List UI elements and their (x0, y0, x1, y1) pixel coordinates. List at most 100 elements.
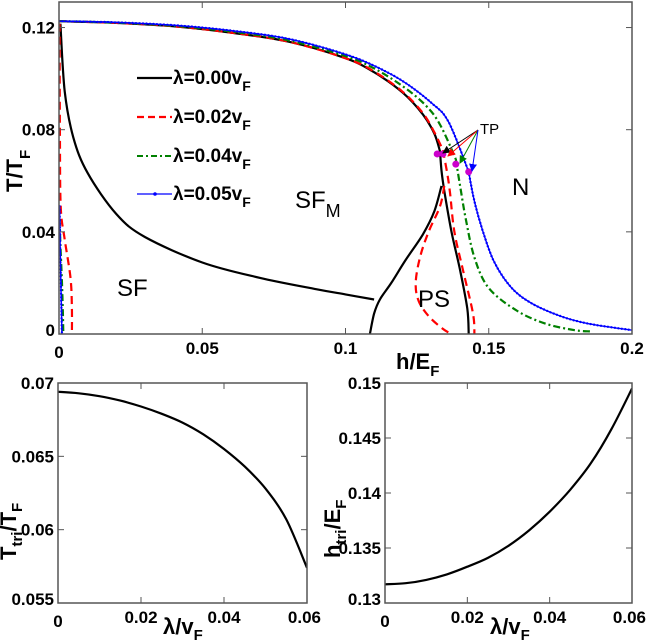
series-marker (59, 257, 62, 260)
series-marker (294, 39, 298, 42)
series-marker (194, 25, 197, 29)
series-marker (452, 131, 455, 135)
tp-annotation: TP (442, 121, 499, 172)
series-marker (396, 76, 399, 80)
series-marker (484, 238, 487, 241)
series-marker (442, 113, 446, 116)
series-marker (610, 326, 613, 329)
series-marker (399, 78, 402, 81)
series-marker (455, 138, 458, 141)
series-marker (60, 327, 63, 330)
series-marker (152, 22, 155, 26)
series-marker (222, 28, 225, 31)
series-marker (60, 310, 63, 313)
series-marker (85, 20, 89, 23)
series-marker (82, 20, 85, 23)
series-marker (190, 25, 194, 28)
series-marker (377, 66, 380, 70)
series-marker (148, 22, 152, 25)
legend: λ=0.00vF λ=0.02vF λ=0.04vF λ=0.05vF (137, 68, 251, 210)
x-axis-label: h/EF (396, 349, 439, 380)
series-marker (483, 235, 486, 238)
legend-entry-1: λ=0.02vF (137, 107, 251, 133)
series-marker (328, 48, 331, 51)
y-tick-label: 0.12 (22, 19, 55, 38)
series-marker (145, 22, 148, 25)
series-marker (542, 308, 546, 311)
series-marker (472, 194, 475, 198)
series-marker (449, 125, 453, 128)
series-marker (510, 287, 514, 290)
x-tick-label: 0.06 (613, 608, 646, 627)
series-marker (71, 20, 75, 23)
series-marker (479, 221, 482, 225)
series-marker (117, 21, 120, 24)
series-marker (304, 41, 308, 45)
series-marker (274, 35, 277, 38)
series-marker (260, 33, 263, 36)
series-marker (435, 105, 438, 109)
series-marker (496, 267, 499, 270)
series-marker (59, 282, 63, 285)
series-marker (596, 324, 599, 327)
series-marker (536, 305, 539, 308)
x-tick-label: 0.02 (451, 608, 484, 627)
series-marker (249, 31, 253, 35)
tp-label: TP (480, 121, 499, 138)
y-tick-label: 0.07 (21, 374, 54, 393)
series-marker (486, 245, 489, 248)
series-marker (444, 116, 448, 119)
series-marker (60, 303, 63, 306)
series-marker (361, 59, 364, 62)
series-marker (166, 23, 169, 26)
series-marker (281, 36, 284, 39)
y-tick-labels: 0.13 0.135 0.14 0.145 0.15 (338, 374, 381, 609)
series-line-12 (468, 171, 632, 331)
series-marker (448, 122, 451, 125)
series-marker (437, 108, 441, 111)
series-marker (472, 198, 476, 201)
series-marker (173, 24, 176, 27)
series-marker (124, 21, 127, 24)
y-tick-label: 0.145 (338, 429, 381, 448)
series-marker (103, 20, 106, 24)
x-tick-label: 0 (380, 612, 389, 631)
series-marker (470, 184, 473, 187)
series-marker (270, 34, 273, 37)
series-marker (301, 40, 304, 44)
series-marker (256, 32, 260, 36)
region-label-n: N (512, 174, 529, 201)
series-marker (374, 65, 377, 68)
series-marker (624, 328, 627, 331)
series-marker (263, 33, 267, 36)
series-marker (606, 325, 610, 328)
y-tick-label: 0 (46, 321, 55, 340)
series-marker (60, 299, 63, 302)
series-marker (341, 52, 345, 55)
series-marker (59, 285, 63, 288)
x-tick-label: 0.04 (207, 608, 241, 627)
series-marker (473, 201, 476, 204)
tricritical-field-panel: 0 0.02 0.04 0.06 0.13 0.135 0.14 0.145 0.15 λ/v… (320, 374, 646, 643)
x-tick-labels: 0 0.05 0.1 0.15 0.2 (54, 339, 644, 362)
series-marker (197, 26, 200, 29)
series-marker (569, 318, 572, 321)
series-marker (141, 22, 145, 25)
series-marker (421, 94, 425, 98)
series-marker (559, 314, 562, 318)
series-marker (490, 254, 493, 258)
series-marker (470, 187, 473, 191)
series-line-1 (59, 23, 375, 301)
series-marker (508, 284, 511, 287)
series-marker (59, 271, 62, 274)
series-line-0 (58, 390, 307, 569)
series-marker (287, 37, 291, 41)
tricritical-point-0 (433, 150, 441, 158)
series-marker (521, 296, 524, 299)
legend-entry-2: λ=0.04vF (137, 146, 251, 172)
axis-ticks (384, 382, 633, 604)
series-marker (469, 180, 472, 184)
legend-entry-3: λ=0.05vF (137, 184, 251, 210)
series-marker (572, 319, 575, 322)
phase-diagram-panel: 0 0.05 0.1 0.15 0.2 00.040.080.12 h/EF T/TF … (2, 1, 644, 380)
